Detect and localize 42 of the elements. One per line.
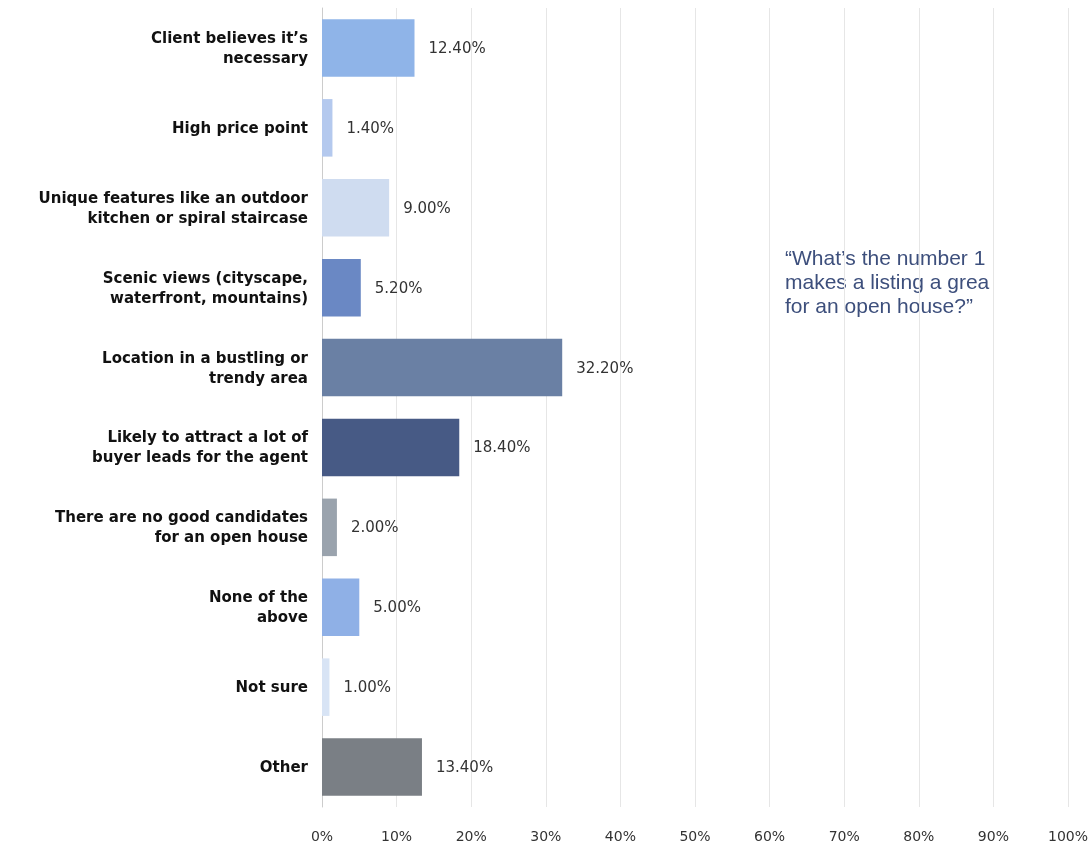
data-label: 9.00% [403,198,451,217]
y-tick-label: Scenic views (cityscape, waterfront, mountains) [102,268,308,307]
bar [322,418,460,477]
bar [322,658,330,716]
data-label: 12.40% [428,38,486,57]
y-tick-label: There are no good candidates for an open house [54,508,309,547]
y-tick-label: Likely to attract a lot of buyer leads for the agent [92,428,309,467]
x-tick-label: 0% [310,828,334,844]
x-tick-label: 70% [828,828,860,844]
bar [322,258,361,317]
x-tick-label: 40% [604,828,636,844]
x-tick-label: 90% [977,828,1009,844]
data-label: 5.00% [373,598,421,617]
x-tick-label: 100% [1047,828,1088,844]
bar [322,738,422,796]
y-tick-label: Other [259,758,309,777]
bar [322,19,415,77]
data-label: 1.00% [343,678,392,697]
bar [322,178,390,237]
y-tick-label: None of the above [208,588,308,627]
x-tick-label: 80% [903,828,935,844]
data-label: 13.40% [435,758,494,777]
x-tick-label: 10% [381,828,413,844]
y-tick-label: Client believes it’s necessary [151,28,309,67]
data-label: 1.40% [346,118,395,137]
bar [322,578,360,637]
bar [322,338,563,397]
x-tick-label: 30% [530,828,562,844]
y-tick-label: High price point [172,118,308,137]
x-tick-label: 50% [679,828,711,844]
y-tick-label: Not sure [235,678,308,697]
annotation: “What’s the number 1 makes a listing a grea for an open house?” [785,245,990,317]
data-label: 5.20% [374,278,423,297]
x-tick-label: 60% [754,828,786,844]
data-label: 32.20% [576,358,634,377]
y-tick-label: Unique features like an outdoor kitchen or spiral staircase [38,188,309,227]
y-tick-label: Location in a bustling or trendy area [102,348,309,387]
data-label: 18.40% [473,438,531,457]
x-tick-label: 20% [455,828,487,844]
data-label: 2.00% [350,518,399,537]
bar [322,99,333,157]
bar [322,498,337,557]
